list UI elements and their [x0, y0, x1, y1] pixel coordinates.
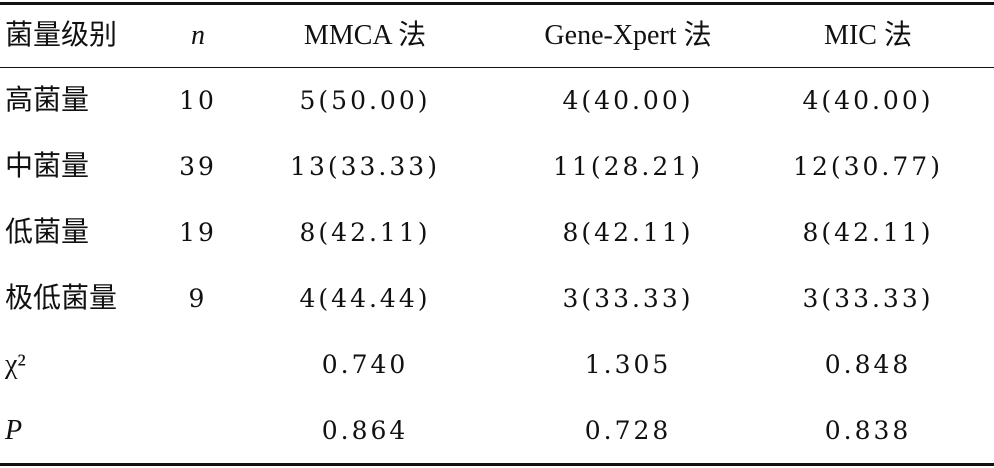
body-cell: 8(42.11) — [562, 218, 694, 247]
stat-cell: 0.838 — [824, 416, 912, 445]
body-cell: 4(40.00) — [562, 86, 694, 115]
body-cell: 4(44.44) — [299, 284, 431, 313]
body-cell: 3(33.33) — [802, 284, 934, 313]
body-cell: 12(30.77) — [793, 152, 943, 181]
body-cell: 高菌量 — [5, 85, 90, 116]
body-cell: 5(50.00) — [299, 86, 431, 115]
stat-cell: 0.740 — [321, 350, 409, 379]
body-cell: 19 — [179, 218, 217, 247]
body-cell: 10 — [179, 86, 217, 115]
header-cell: Gene-Xpert 法 — [544, 20, 712, 51]
body-cell: 9 — [188, 284, 208, 313]
body-cell: 8(42.11) — [802, 218, 934, 247]
stat-cell: 0.728 — [584, 416, 672, 445]
body-cell: 极低菌量 — [5, 283, 118, 314]
body-cell: 13(33.33) — [290, 152, 440, 181]
body-cell: 39 — [179, 152, 217, 181]
body-cell: 中菌量 — [5, 151, 90, 182]
stat-cell: P — [5, 415, 23, 446]
body-cell: 4(40.00) — [802, 86, 934, 115]
body-cell: 3(33.33) — [562, 284, 694, 313]
header-cell: n — [191, 20, 205, 51]
stat-cell: 1.305 — [584, 350, 672, 379]
body-cell: 低菌量 — [5, 217, 90, 248]
top-rule — [0, 2, 994, 5]
stat-cell: 0.864 — [321, 416, 409, 445]
header-cell: 菌量级别 — [5, 20, 118, 51]
header-cell: MIC 法 — [824, 20, 912, 51]
body-cell: 8(42.11) — [299, 218, 431, 247]
stat-cell: χ² — [5, 349, 26, 380]
header-rule — [0, 67, 994, 68]
body-cell: 11(28.21) — [553, 152, 703, 181]
bottom-rule — [0, 463, 994, 466]
header-cell: MMCA 法 — [303, 20, 427, 51]
stat-cell: 0.848 — [824, 350, 912, 379]
